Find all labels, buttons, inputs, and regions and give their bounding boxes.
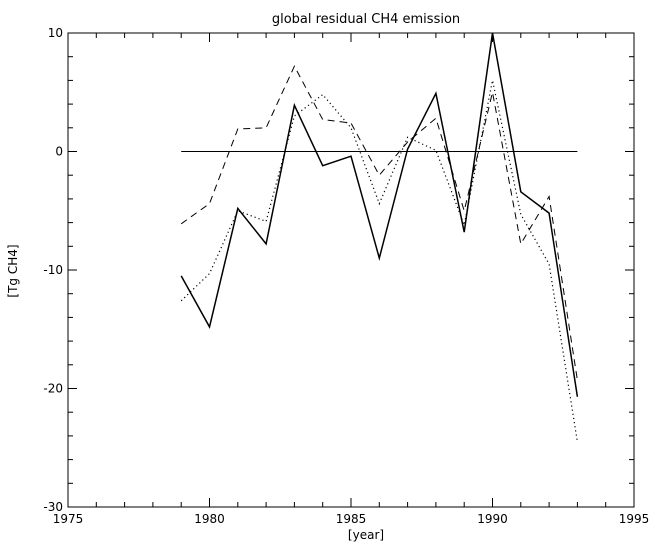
- x-tick-label: 1980: [194, 512, 225, 526]
- plot-frame: [67, 32, 635, 508]
- chart-title: global residual CH4 emission: [272, 12, 460, 27]
- y-tick-label: -30: [43, 500, 63, 514]
- x-tick-label: 1975: [53, 512, 84, 526]
- y-tick-label: 10: [48, 26, 63, 40]
- y-tick-label: -10: [43, 263, 63, 277]
- y-tick-label: 0: [55, 145, 63, 159]
- series-line-dashed: [180, 65, 578, 381]
- series-line-dotted: [180, 80, 578, 442]
- y-axis-label: [Tg CH4]: [6, 244, 20, 297]
- axis-ticks: 1975 1980 1985 1990 1995 -30 -20 -10 0 10: [43, 26, 649, 526]
- x-tick-label: 1985: [336, 512, 367, 526]
- series-lines: [180, 32, 579, 442]
- x-tick-label: 1990: [477, 512, 508, 526]
- x-axis-label: [year]: [348, 528, 384, 542]
- series-line-solid: [180, 32, 579, 397]
- x-tick-label: 1995: [619, 512, 650, 526]
- y-tick-label: -20: [43, 382, 63, 396]
